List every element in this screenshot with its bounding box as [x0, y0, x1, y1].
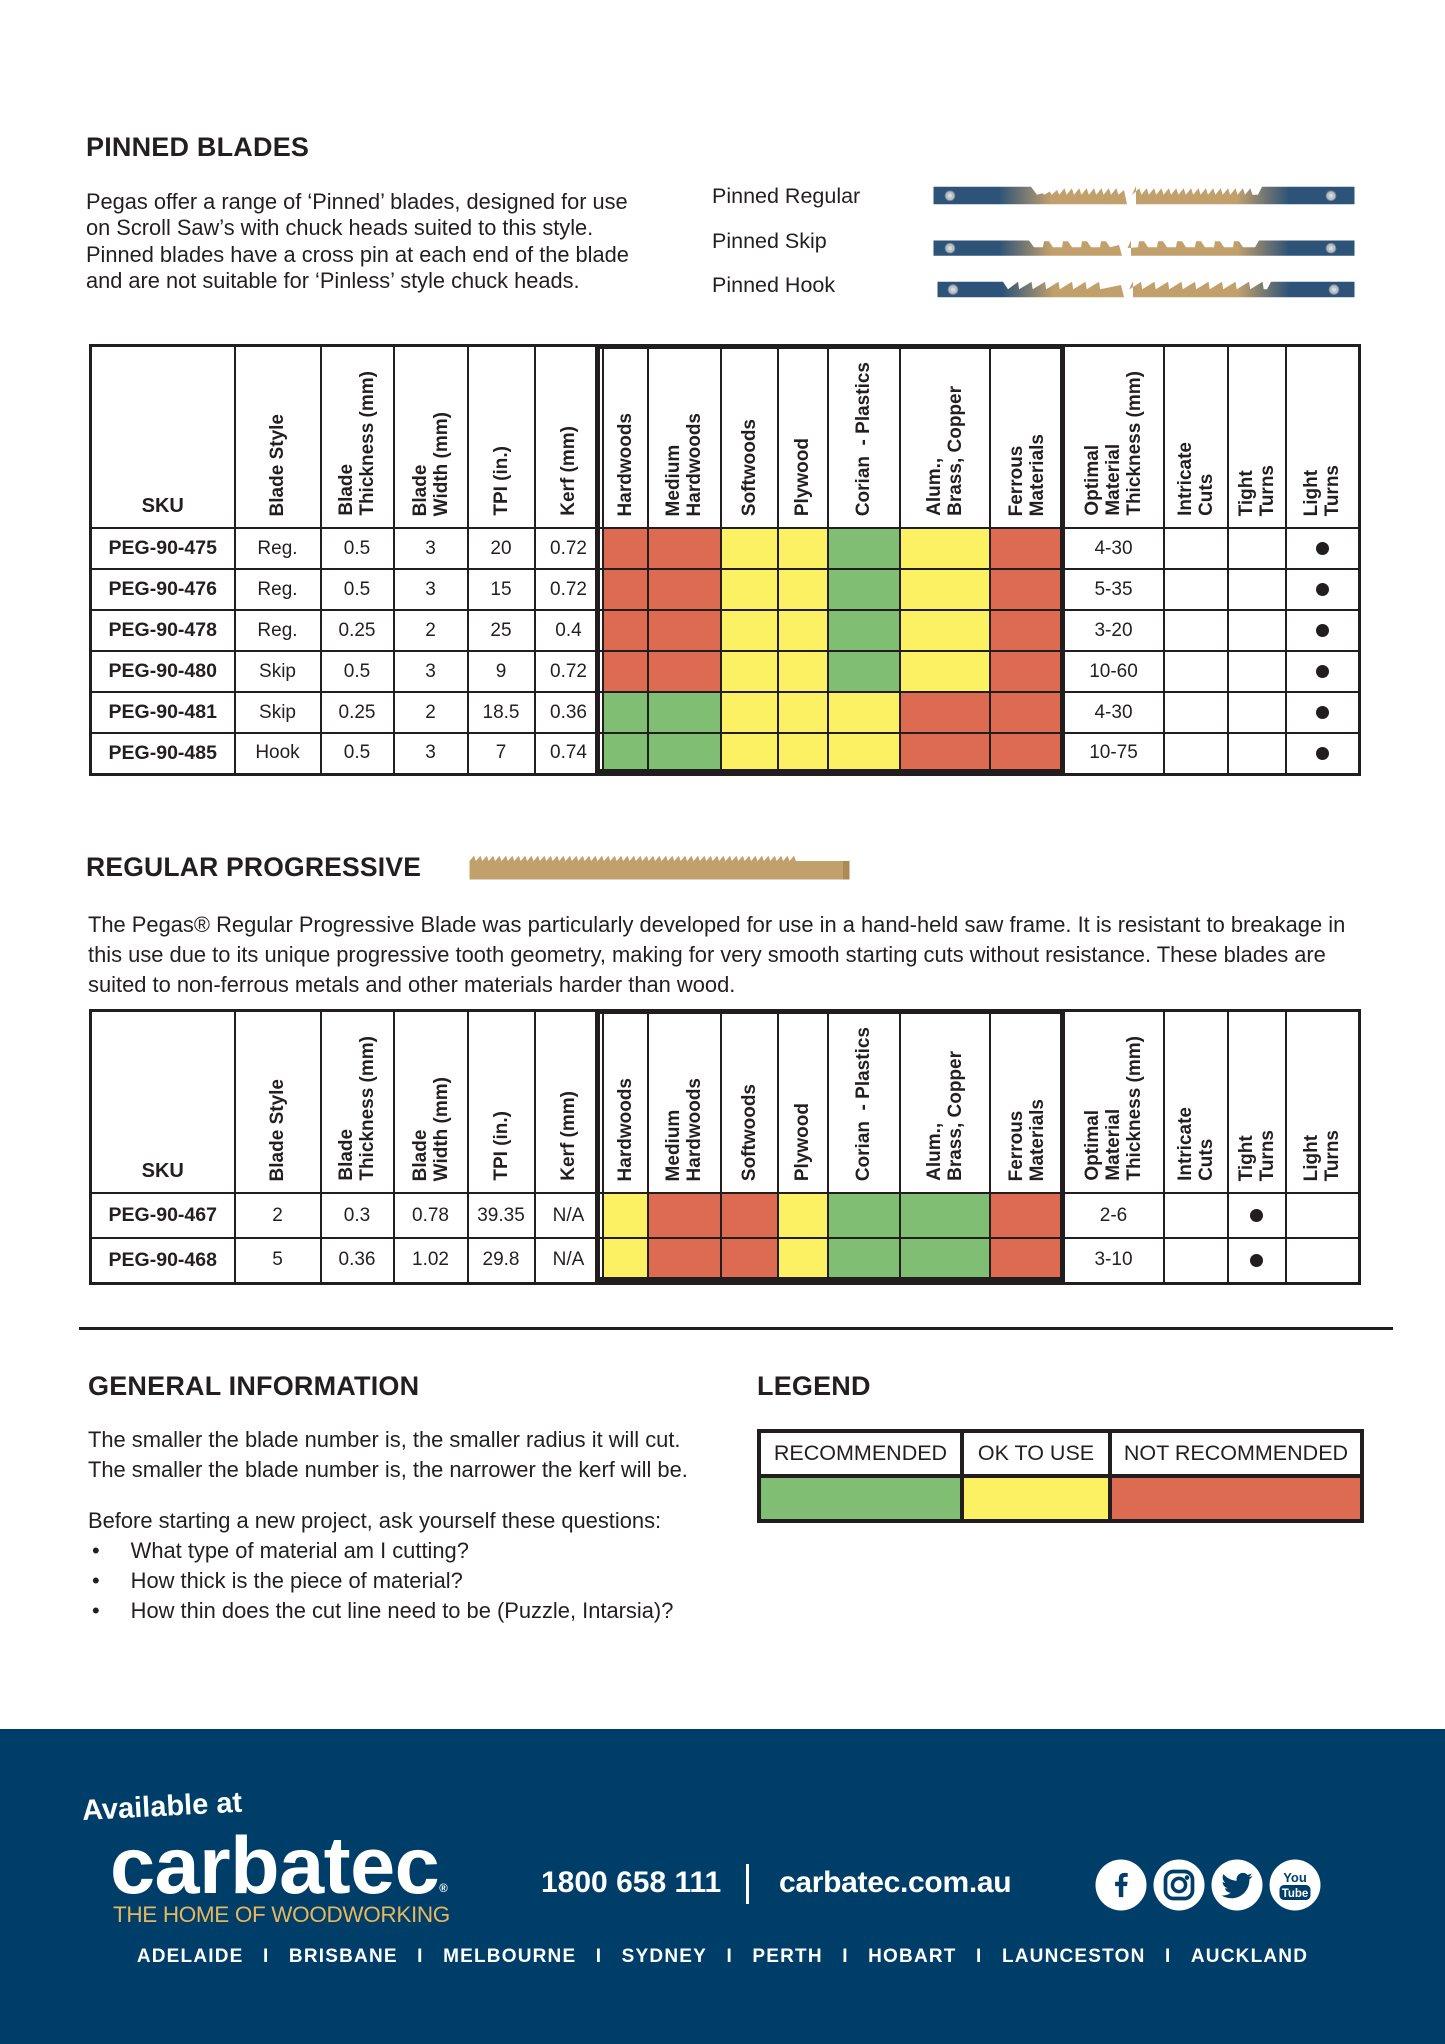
- svg-text:You: You: [1283, 1870, 1307, 1885]
- svg-text:Tube: Tube: [1282, 1888, 1309, 1900]
